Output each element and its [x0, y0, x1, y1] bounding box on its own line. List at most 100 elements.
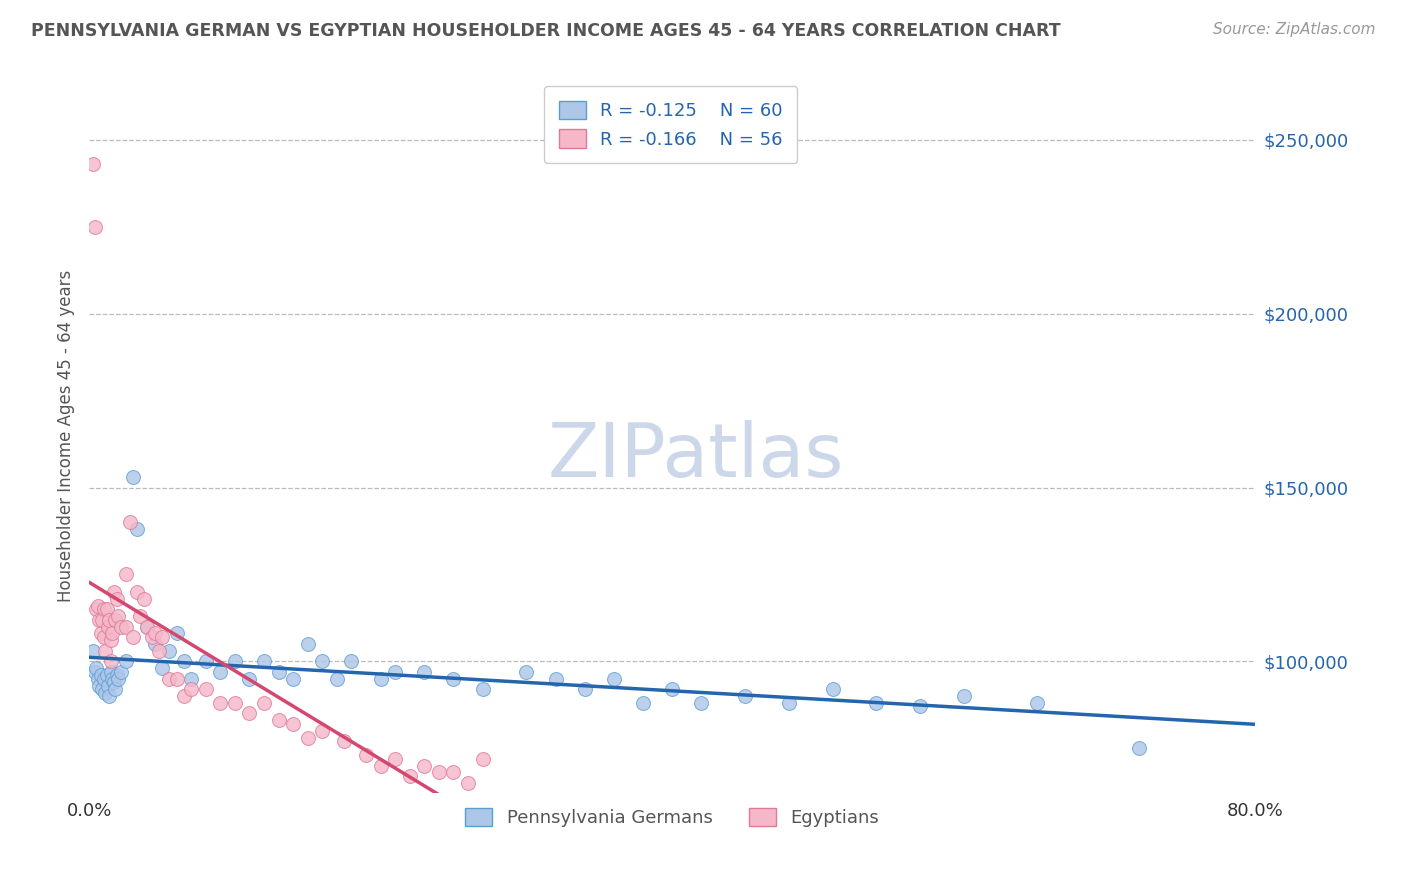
Point — [143, 637, 166, 651]
Point — [141, 630, 163, 644]
Point — [1025, 696, 1047, 710]
Point — [173, 689, 195, 703]
Point — [297, 637, 319, 651]
Point — [224, 654, 246, 668]
Point — [157, 672, 180, 686]
Text: PENNSYLVANIA GERMAN VS EGYPTIAN HOUSEHOLDER INCOME AGES 45 - 64 YEARS CORRELATIO: PENNSYLVANIA GERMAN VS EGYPTIAN HOUSEHOL… — [31, 22, 1060, 40]
Point — [413, 758, 436, 772]
Point — [150, 630, 173, 644]
Point — [100, 665, 122, 679]
Point — [127, 522, 149, 536]
Point — [97, 619, 120, 633]
Point — [100, 633, 122, 648]
Point — [107, 609, 129, 624]
Point — [311, 723, 333, 738]
Point — [457, 776, 479, 790]
Point — [166, 672, 188, 686]
Point — [103, 675, 125, 690]
Point — [136, 619, 159, 633]
Point — [413, 665, 436, 679]
Point — [93, 672, 115, 686]
Point — [384, 665, 406, 679]
Point — [104, 682, 127, 697]
Point — [821, 682, 844, 697]
Point — [104, 613, 127, 627]
Point — [224, 696, 246, 710]
Point — [398, 769, 420, 783]
Point — [471, 682, 494, 697]
Point — [311, 654, 333, 668]
Point — [93, 602, 115, 616]
Point — [326, 672, 349, 686]
Point — [443, 672, 465, 686]
Point — [515, 665, 537, 679]
Point — [98, 689, 121, 703]
Point — [121, 470, 143, 484]
Point — [194, 682, 217, 697]
Point — [101, 626, 124, 640]
Point — [105, 668, 128, 682]
Point — [157, 644, 180, 658]
Point — [690, 696, 713, 710]
Point — [83, 219, 105, 234]
Point — [267, 714, 290, 728]
Point — [114, 619, 136, 633]
Point — [86, 661, 108, 675]
Point — [93, 630, 115, 644]
Point — [97, 679, 120, 693]
Point — [127, 584, 149, 599]
Point — [98, 613, 121, 627]
Point — [778, 696, 800, 710]
Point — [253, 696, 276, 710]
Point — [734, 689, 756, 703]
Point — [297, 731, 319, 745]
Point — [87, 672, 110, 686]
Legend: Pennsylvania Germans, Egyptians: Pennsylvania Germans, Egyptians — [458, 801, 886, 834]
Point — [209, 665, 232, 679]
Text: Source: ZipAtlas.com: Source: ZipAtlas.com — [1212, 22, 1375, 37]
Point — [100, 654, 122, 668]
Point — [94, 644, 117, 658]
Point — [370, 672, 392, 686]
Point — [194, 654, 217, 668]
Point — [114, 654, 136, 668]
Point — [908, 699, 931, 714]
Point — [110, 619, 132, 633]
Point — [118, 516, 141, 530]
Point — [661, 682, 683, 697]
Point — [96, 668, 118, 682]
Point — [865, 696, 887, 710]
Point — [114, 567, 136, 582]
Point — [253, 654, 276, 668]
Point — [86, 602, 108, 616]
Point — [427, 765, 450, 780]
Point — [94, 685, 117, 699]
Point — [105, 591, 128, 606]
Point — [136, 619, 159, 633]
Point — [443, 765, 465, 780]
Point — [238, 672, 260, 686]
Text: ZIPatlas: ZIPatlas — [547, 420, 844, 493]
Point — [603, 672, 626, 686]
Point — [82, 644, 104, 658]
Point — [281, 672, 304, 686]
Point — [96, 602, 118, 616]
Point — [110, 665, 132, 679]
Point — [107, 672, 129, 686]
Point — [340, 654, 363, 668]
Point — [1128, 741, 1150, 756]
Point — [89, 613, 111, 627]
Y-axis label: Householder Income Ages 45 - 64 years: Householder Income Ages 45 - 64 years — [58, 269, 75, 601]
Point — [150, 661, 173, 675]
Point — [91, 682, 114, 697]
Point — [173, 654, 195, 668]
Point — [281, 716, 304, 731]
Point — [574, 682, 596, 697]
Point — [166, 626, 188, 640]
Point — [134, 591, 156, 606]
Point — [180, 682, 202, 697]
Point — [83, 665, 105, 679]
Point — [90, 668, 112, 682]
Point — [89, 679, 111, 693]
Point — [238, 706, 260, 721]
